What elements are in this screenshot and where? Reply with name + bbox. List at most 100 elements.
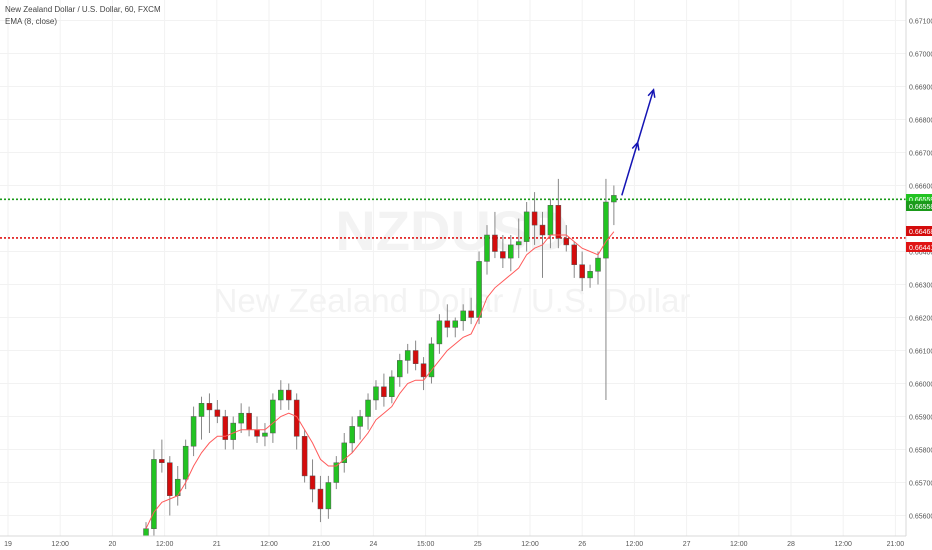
candle-body [460, 310, 466, 322]
price-tick-label: 0.65600 [909, 514, 932, 521]
projection-arrowhead [647, 88, 656, 98]
candle-body [341, 442, 347, 463]
candle-body [373, 386, 379, 401]
price-tick-label: 0.66900 [909, 85, 932, 92]
candle-body [611, 195, 617, 203]
time-tick-label: 28 [787, 541, 795, 548]
time-tick-label: 25 [474, 541, 482, 548]
price-axis-ticks: 0.67100 0.67000 0.66900 0.66800 0.66700 0.666… [909, 19, 932, 521]
price-label-text: 0.66559 [909, 197, 932, 204]
price-tick-label: 0.66800 [909, 118, 932, 125]
time-tick-label: 12:00 [626, 541, 644, 548]
time-tick-label: 12:00 [260, 541, 278, 548]
time-axis-ticks: 19 12:00 20 12:00 21 12:00 21:00 24 15:00 25 12:00… [4, 541, 905, 548]
price-tick-label: 0.65800 [909, 448, 932, 455]
candle-body [420, 363, 427, 378]
candle-body [301, 436, 308, 477]
candle-body [214, 409, 221, 417]
projection-arrows [621, 88, 656, 196]
indicator-title: EMA (8, close) [5, 17, 58, 26]
candle-body [595, 257, 601, 272]
chart-grid [0, 0, 906, 536]
ema-line [145, 231, 615, 529]
candle-body [523, 211, 530, 242]
candle-body [278, 389, 284, 401]
time-tick-label: 21:00 [887, 541, 905, 548]
price-tick-label: 0.66000 [909, 382, 932, 389]
candle-body [190, 416, 197, 447]
candle-body [270, 399, 276, 434]
price-tick-label: 0.66100 [909, 349, 932, 356]
time-tick-label: 21 [213, 541, 221, 548]
candle-body [571, 244, 577, 265]
candle-body [531, 211, 538, 226]
candle-body [515, 241, 522, 246]
price-tick-label: 0.67000 [909, 52, 932, 59]
candle-body [476, 261, 482, 318]
price-label-bg [906, 201, 932, 211]
watermark-symbol: NZDUSD [335, 199, 568, 262]
watermark-name: New Zealand Dollar / U.S. Dollar [214, 282, 691, 319]
candle-body [452, 320, 459, 328]
price-tick-label: 0.66300 [909, 283, 932, 290]
candle-body [230, 422, 236, 440]
time-tick-label: 12:00 [834, 541, 852, 548]
candle-body [436, 320, 443, 345]
time-tick-label: 27 [683, 541, 691, 548]
candle-body [555, 205, 562, 239]
candle-body [159, 459, 165, 463]
price-tick-label: 0.66600 [909, 184, 932, 191]
candle-body [222, 416, 229, 440]
candle-body [182, 445, 189, 480]
price-tick-label: 0.67100 [909, 19, 932, 26]
candle-body [563, 238, 570, 246]
price-label-bg [906, 242, 932, 252]
candle-body [285, 389, 292, 401]
time-axis[interactable] [0, 536, 932, 550]
time-tick-label: 24 [370, 541, 378, 548]
candle-body [404, 350, 411, 361]
price-tick-label: 0.66200 [909, 316, 932, 323]
price-label-text: 0.66441 [909, 245, 932, 252]
price-label-text: 0.66468 [909, 229, 932, 236]
candle-body [492, 234, 498, 252]
candle-body [428, 343, 435, 378]
time-tick-label: 15:00 [417, 541, 435, 548]
candle-body [381, 386, 387, 397]
candle-body [206, 403, 213, 411]
candle-body [198, 403, 205, 417]
price-label-bg [906, 226, 932, 236]
candle-body [317, 488, 324, 510]
candle-body [238, 412, 244, 424]
candle-body [246, 412, 252, 430]
time-tick-label: 12:00 [521, 541, 539, 548]
price-axis[interactable] [906, 0, 932, 536]
time-tick-label: 12:00 [51, 541, 69, 548]
candle-body [603, 201, 609, 259]
price-label-bg [906, 194, 932, 204]
price-tick-label: 0.65900 [909, 415, 932, 422]
candle-body [484, 234, 490, 262]
candle-body [357, 416, 363, 427]
candle-body [333, 462, 340, 483]
price-tick-label: 0.65700 [909, 481, 932, 488]
candle-body [468, 310, 474, 318]
candle-body [365, 399, 371, 417]
horizontal-levels [0, 198, 906, 239]
candle-body [444, 320, 451, 328]
candle-body [151, 459, 157, 529]
candle-body [397, 360, 403, 378]
chart-legend: New Zealand Dollar / U.S. Dollar, 60, FX… [5, 4, 161, 28]
time-tick-label: 12:00 [730, 541, 748, 548]
price-tick-label: 0.66700 [909, 151, 932, 158]
time-tick-label: 21:00 [312, 541, 330, 548]
price-label-text: 0.66558 [909, 204, 932, 211]
candle-body [167, 462, 173, 496]
candle-body [587, 271, 593, 279]
candle-body [262, 432, 268, 437]
candle-body [508, 244, 514, 259]
candles [143, 178, 617, 546]
time-tick-label: 12:00 [156, 541, 174, 548]
